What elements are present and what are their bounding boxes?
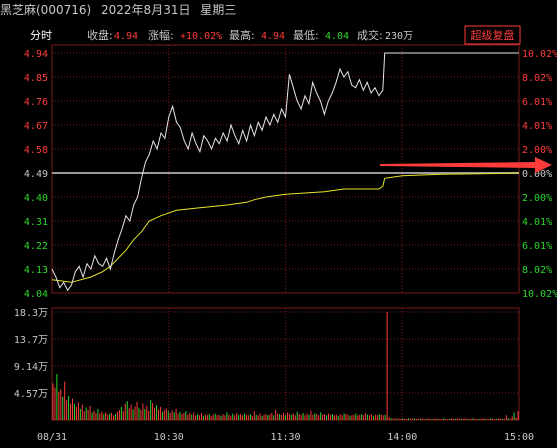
change-label: 涨幅: bbox=[148, 29, 174, 42]
percent-tick-label: 10.02% bbox=[522, 289, 557, 300]
price-tick-label: 4.58 bbox=[24, 145, 48, 156]
chart-grid bbox=[51, 44, 520, 421]
volume-tick-label: 13.7万 bbox=[14, 335, 48, 346]
low-value: 4.04 bbox=[325, 31, 349, 42]
super-replay-button[interactable]: 超级复盘 bbox=[464, 25, 521, 45]
close-label: 收盘: bbox=[87, 28, 113, 42]
price-tick-label: 4.22 bbox=[24, 241, 48, 252]
high-label: 最高: bbox=[229, 28, 255, 42]
percent-tick-label: 2.00% bbox=[522, 193, 552, 204]
super-replay-button-frame[interactable] bbox=[464, 25, 521, 45]
average-price-line bbox=[51, 172, 520, 283]
volume-panel-frame bbox=[51, 307, 520, 421]
time-tick-label: 10:30 bbox=[154, 432, 184, 443]
volume-value: 230万 bbox=[385, 31, 413, 42]
percent-tick-label: 6.01% bbox=[522, 97, 552, 108]
price-tick-label: 4.76 bbox=[24, 97, 48, 108]
volume-tick-label: 4.57万 bbox=[14, 389, 48, 400]
percent-tick-label: 6.01% bbox=[522, 241, 552, 252]
low-label: 最低: bbox=[293, 29, 319, 42]
percent-tick-label: 2.00% bbox=[522, 145, 552, 156]
trade-date: 2022年8月31日 bbox=[101, 3, 191, 17]
price-tick-label: 4.31 bbox=[24, 217, 48, 228]
percent-tick-label: 0.00% bbox=[522, 169, 552, 180]
volume-tick-label: 18.3万 bbox=[14, 308, 48, 319]
mode-label[interactable]: 分时 bbox=[30, 29, 52, 42]
super-replay-button-label[interactable]: 超级复盘 bbox=[471, 28, 515, 42]
percent-tick-label: 10.02% bbox=[522, 49, 557, 60]
percent-tick-label: 8.02% bbox=[522, 73, 552, 84]
chart-title-bar: 黑芝麻(000716) 2022年8月31日 星期三 bbox=[0, 1, 242, 18]
price-tick-label: 4.49 bbox=[24, 169, 48, 180]
volume-tick-label: 9.14万 bbox=[14, 362, 48, 373]
close-value: 4.94 bbox=[114, 31, 138, 42]
time-tick-label: 11:30 bbox=[270, 432, 300, 443]
time-tick-label: 08/31 bbox=[37, 432, 67, 443]
percent-tick-label: 8.02% bbox=[522, 265, 552, 276]
time-tick-label: 15:00 bbox=[504, 432, 534, 443]
price-tick-label: 4.67 bbox=[24, 121, 48, 132]
high-value: 4.94 bbox=[261, 31, 285, 42]
price-line bbox=[51, 52, 519, 292]
stock-name: 黑芝麻(000716) bbox=[0, 3, 92, 17]
price-tick-label: 4.85 bbox=[24, 73, 48, 84]
arrow-icon bbox=[380, 157, 552, 173]
weekday: 星期三 bbox=[200, 3, 237, 17]
percent-tick-label: 4.01% bbox=[522, 217, 552, 228]
price-tick-label: 4.04 bbox=[24, 289, 48, 300]
change-value: +10.02% bbox=[180, 31, 222, 42]
price-tick-label: 4.40 bbox=[24, 193, 48, 204]
price-tick-label: 4.13 bbox=[24, 265, 48, 276]
volume-label: 成交: bbox=[357, 28, 383, 42]
percent-tick-label: 4.01% bbox=[522, 121, 552, 132]
time-tick-label: 14:00 bbox=[387, 432, 417, 443]
price-tick-label: 4.94 bbox=[24, 49, 48, 60]
